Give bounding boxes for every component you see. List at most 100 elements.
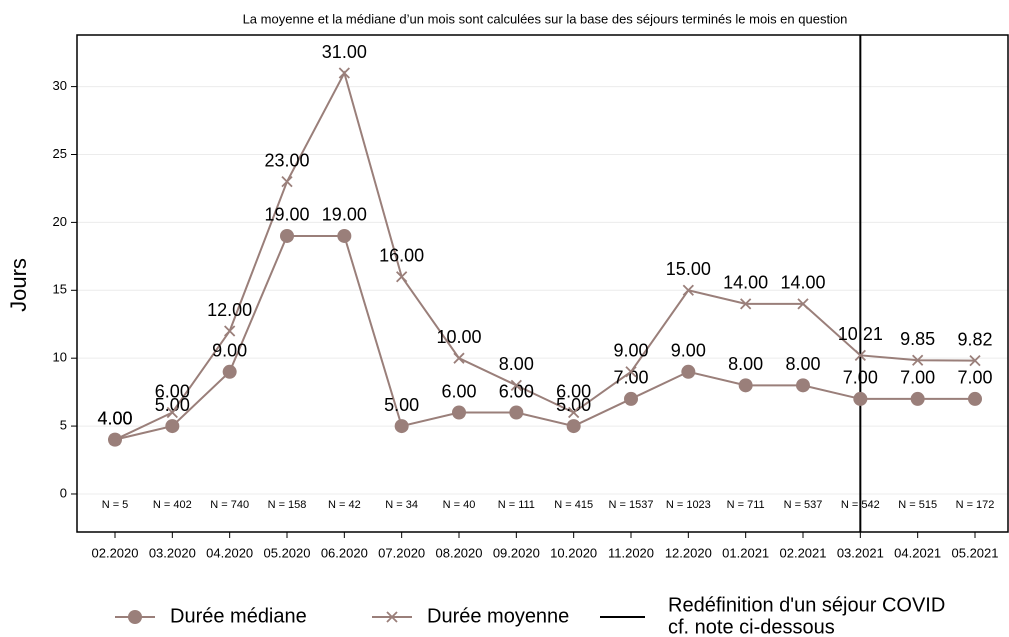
data-label: 7.00 (900, 368, 935, 388)
y-axis-label: Jours (6, 258, 31, 312)
n-label: N = 42 (328, 499, 361, 511)
x-tick-label: 08.2020 (436, 545, 483, 560)
data-point (968, 391, 982, 406)
y-tick-label: 5 (60, 418, 67, 433)
n-label: N = 515 (898, 499, 937, 511)
data-label: 9.85 (900, 329, 935, 349)
data-point (624, 391, 638, 406)
x-tick-label: 03.2021 (837, 545, 884, 560)
data-point (280, 228, 294, 243)
data-label: 14.00 (723, 273, 768, 293)
data-label: 9.00 (212, 341, 247, 361)
x-tick-label: 10.2020 (550, 545, 597, 560)
data-label: 12.00 (207, 300, 252, 320)
data-point (337, 228, 352, 243)
data-label: 10.00 (436, 327, 481, 347)
n-label: N = 172 (956, 499, 995, 511)
x-tick-label: 01.2021 (722, 545, 769, 560)
data-point (510, 379, 522, 391)
data-point (853, 391, 868, 406)
x-tick-label: 02.2020 (92, 545, 139, 560)
data-point (796, 378, 810, 393)
data-label: 6.00 (499, 381, 534, 401)
data-label: 16.00 (379, 245, 424, 265)
data-point (222, 364, 237, 379)
data-label: 8.00 (728, 354, 763, 374)
data-label: 10.21 (838, 324, 883, 344)
data-label: 5.00 (384, 395, 419, 415)
data-point (568, 406, 580, 419)
x-tick-label: 03.2020 (149, 545, 196, 560)
legend-marker (386, 611, 398, 623)
y-tick-label: 10 (53, 350, 67, 365)
x-tick-label: 11.2020 (608, 545, 654, 560)
data-label: 5.00 (155, 395, 190, 415)
data-label: 19.00 (264, 205, 309, 225)
n-label: N = 415 (554, 499, 593, 511)
chart-title: La moyenne et la médiane d’un mois sont … (243, 11, 848, 26)
x-tick-label: 07.2020 (378, 545, 425, 560)
data-point (910, 391, 925, 406)
y-tick-label: 30 (53, 78, 67, 93)
x-tick-label: 02.2021 (780, 545, 827, 560)
x-tick-label: 06.2020 (321, 545, 368, 560)
data-point (338, 67, 350, 79)
data-label: 7.00 (843, 368, 878, 388)
x-tick-label: 04.2020 (206, 545, 253, 560)
data-label: 9.00 (671, 341, 706, 361)
data-point (281, 176, 293, 188)
data-point (394, 419, 409, 434)
series-line (114, 70, 976, 441)
series-line (114, 234, 975, 441)
legend-label: cf. note ci-dessous (668, 616, 835, 637)
data-label: 14.00 (780, 273, 825, 293)
data-label: 15.00 (666, 259, 711, 279)
data-point (165, 419, 180, 434)
data-label: 4.00 (97, 408, 132, 428)
data-label: 23.00 (264, 150, 309, 170)
data-label: 4.00 (97, 408, 132, 428)
x-tick-label: 09.2020 (493, 545, 540, 560)
data-point (566, 419, 581, 434)
y-tick-label: 0 (60, 485, 67, 500)
n-label: N = 158 (268, 499, 307, 511)
n-label: N = 5 (102, 499, 129, 511)
data-label: 9.82 (957, 329, 992, 349)
data-label: 5.00 (556, 395, 591, 415)
data-point (509, 405, 524, 420)
data-label: 6.00 (155, 381, 190, 401)
x-tick-label: 12.2020 (665, 545, 712, 560)
legend-label: Durée moyenne (427, 605, 569, 627)
data-point (109, 434, 121, 446)
x-tick-label: 05.2021 (952, 545, 999, 560)
n-label: N = 40 (443, 499, 476, 511)
n-label: N = 34 (385, 499, 418, 511)
data-point (452, 405, 466, 420)
data-point (224, 325, 236, 337)
x-tick-label: 05.2020 (264, 545, 311, 560)
data-point (797, 298, 809, 310)
y-tick-label: 25 (53, 146, 67, 161)
data-point (453, 352, 465, 364)
data-point (740, 298, 752, 310)
plot-frame (76, 34, 1009, 533)
data-point (166, 406, 178, 419)
n-label: N = 740 (210, 499, 249, 511)
n-label: N = 402 (153, 499, 192, 511)
data-point (912, 354, 924, 366)
data-point (625, 366, 637, 378)
n-label: N = 711 (727, 499, 765, 511)
data-label: 8.00 (785, 354, 820, 374)
n-label: N = 537 (784, 499, 823, 511)
n-label: N = 1537 (609, 499, 654, 511)
n-label: N = 1023 (666, 499, 711, 511)
data-label: 9.00 (613, 341, 648, 361)
data-label: 7.00 (957, 368, 992, 388)
legend-label: Redéfinition d'un séjour COVID (668, 594, 945, 616)
data-label: 8.00 (499, 354, 534, 374)
data-point (969, 354, 981, 367)
data-point (738, 378, 753, 393)
x-tick-label: 04.2021 (894, 545, 941, 560)
data-point (396, 271, 408, 283)
data-label: 6.00 (556, 381, 591, 401)
